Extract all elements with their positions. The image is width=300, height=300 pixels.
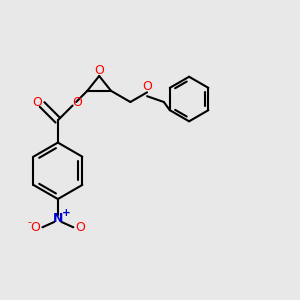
Text: O: O [94,64,104,77]
Text: O: O [142,80,152,94]
Text: O: O [32,96,42,109]
Text: O: O [75,221,85,234]
Text: O: O [30,221,40,234]
Text: +: + [62,208,70,218]
Text: N: N [53,212,63,225]
Text: -: - [28,217,32,227]
Text: O: O [72,96,82,109]
